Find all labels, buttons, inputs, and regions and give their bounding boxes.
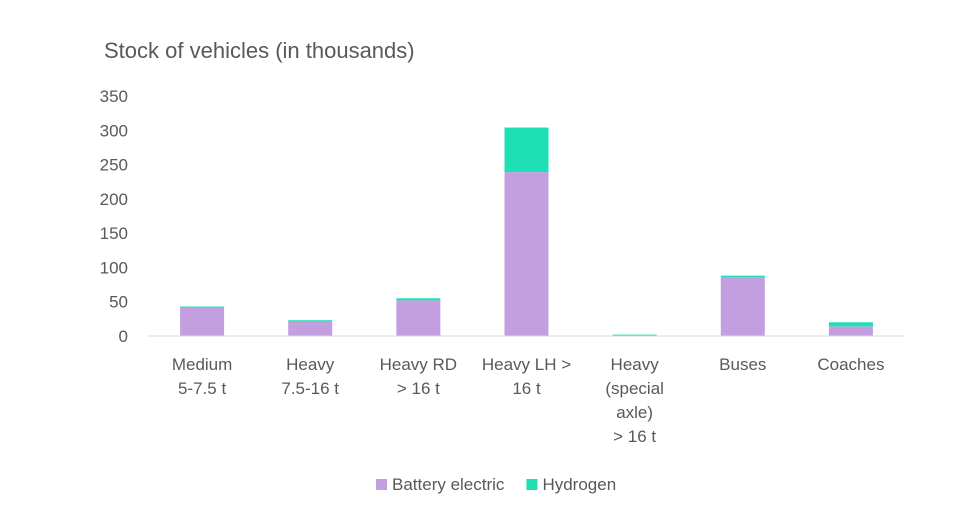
bar-segment-battery-electric bbox=[288, 321, 333, 336]
bar-segment-battery-electric bbox=[720, 277, 765, 336]
bar-segment-battery-electric bbox=[180, 307, 225, 336]
bars bbox=[180, 127, 873, 336]
x-axis-labels: Medium 5-7.5 t Heavy 7.5-16 t Heavy RD > 16 t… bbox=[172, 355, 885, 446]
x-category-label: Coaches bbox=[817, 355, 884, 374]
x-category-label-line: 5-7.5 t bbox=[178, 379, 226, 398]
legend-swatch bbox=[526, 479, 538, 490]
bar-segment-hydrogen bbox=[180, 306, 225, 308]
x-category-label: Buses bbox=[719, 355, 766, 374]
y-tick-label: 100 bbox=[100, 258, 128, 277]
y-axis: 0 50 100 150 200 250 300 350 bbox=[100, 87, 128, 346]
legend-label: Hydrogen bbox=[542, 475, 616, 494]
bar-stack bbox=[504, 127, 549, 336]
y-tick-label: 150 bbox=[100, 224, 128, 243]
x-category-label: Heavy RD > 16 t bbox=[380, 355, 457, 398]
x-category-label: Heavy LH > 16 t bbox=[482, 355, 571, 398]
bar-segment-hydrogen bbox=[612, 334, 657, 336]
bar-stack bbox=[720, 275, 765, 336]
bar-stack bbox=[396, 298, 441, 336]
legend: Battery electric Hydrogen bbox=[376, 475, 616, 494]
x-category-label: Medium 5-7.5 t bbox=[172, 355, 232, 398]
chart-title: Stock of vehicles (in thousands) bbox=[104, 38, 415, 63]
x-category-label-line: (special bbox=[605, 379, 664, 398]
y-tick-label: 300 bbox=[100, 121, 128, 140]
legend-swatch bbox=[376, 479, 387, 490]
bar-segment-battery-electric bbox=[504, 172, 549, 336]
x-category-label-line: Heavy bbox=[286, 355, 335, 374]
y-tick-label: 200 bbox=[100, 190, 128, 209]
x-category-label-line: Coaches bbox=[817, 355, 884, 374]
x-category-label-line: Heavy LH > bbox=[482, 355, 571, 374]
x-category-label-line: Heavy bbox=[611, 355, 660, 374]
bar-segment-battery-electric bbox=[396, 300, 441, 336]
x-category-label-line: Buses bbox=[719, 355, 766, 374]
y-tick-label: 50 bbox=[109, 293, 128, 312]
legend-item: Hydrogen bbox=[526, 475, 616, 494]
x-category-label-line: > 16 t bbox=[397, 379, 440, 398]
x-category-label-line: 16 t bbox=[512, 379, 541, 398]
x-category-label-line: Medium bbox=[172, 355, 232, 374]
bar-segment-hydrogen bbox=[396, 298, 441, 301]
y-tick-label: 0 bbox=[119, 327, 128, 346]
y-tick-label: 250 bbox=[100, 156, 128, 175]
bar-segment-hydrogen bbox=[828, 322, 873, 327]
bar-segment-hydrogen bbox=[504, 127, 549, 173]
x-category-label-line: axle) bbox=[616, 403, 653, 422]
bar-stack bbox=[180, 306, 225, 336]
bar-segment-battery-electric bbox=[828, 326, 873, 336]
legend-item: Battery electric bbox=[376, 475, 505, 494]
bar-stack bbox=[288, 320, 333, 336]
bar-stack bbox=[828, 322, 873, 336]
x-category-label-line: > 16 t bbox=[613, 427, 656, 446]
legend-label: Battery electric bbox=[392, 475, 505, 494]
x-category-label: Heavy 7.5-16 t bbox=[281, 355, 339, 398]
bar-segment-hydrogen bbox=[288, 320, 333, 322]
bar-segment-hydrogen bbox=[720, 275, 765, 278]
x-category-label-line: Heavy RD bbox=[380, 355, 457, 374]
y-tick-label: 350 bbox=[100, 87, 128, 106]
x-category-label: Heavy (special axle) > 16 t bbox=[605, 355, 664, 446]
x-category-label-line: 7.5-16 t bbox=[281, 379, 339, 398]
